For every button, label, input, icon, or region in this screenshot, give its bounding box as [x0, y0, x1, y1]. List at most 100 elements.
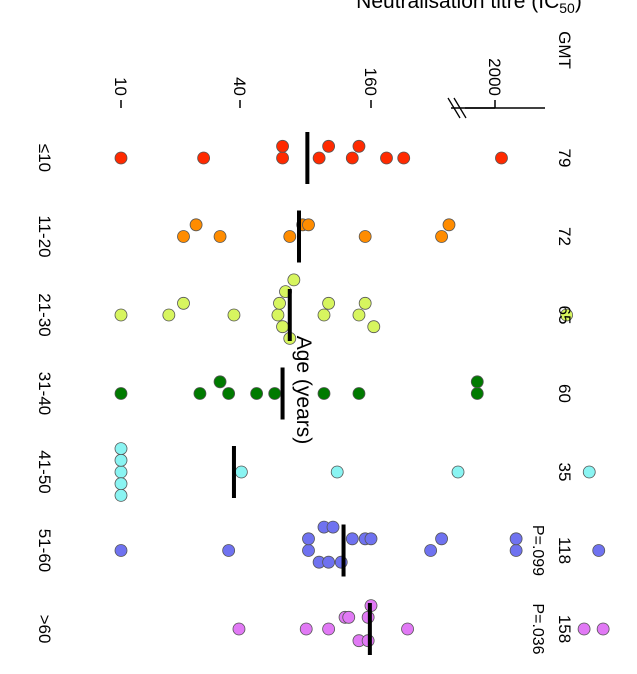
gmt-label: 79	[555, 149, 574, 168]
data-point	[302, 544, 315, 557]
data-point	[271, 308, 285, 322]
data-point	[287, 273, 301, 287]
data-point	[213, 230, 227, 243]
data-point	[114, 453, 128, 467]
data-point	[367, 320, 381, 334]
data-point	[283, 230, 297, 243]
data-point	[234, 465, 248, 479]
data-point	[317, 387, 331, 400]
y-tick-label: 2000	[485, 58, 504, 96]
data-point	[435, 230, 448, 243]
data-point	[114, 465, 128, 479]
y-tick-label: 160	[361, 68, 380, 96]
data-point	[451, 465, 465, 479]
data-point	[114, 151, 128, 165]
data-point	[345, 151, 359, 165]
x-tick-label: 21-30	[35, 293, 54, 336]
x-tick-label: 41-50	[35, 450, 54, 493]
gmt-label: 118	[555, 537, 574, 564]
category-labels: ≤10 79 11-20 72 21-30 65 31-40 60 41-50 35 51-60 11…	[35, 144, 574, 655]
data-point	[302, 532, 315, 546]
data-point	[222, 544, 236, 557]
data-point	[177, 230, 190, 243]
gmt-label: 65	[555, 306, 574, 325]
data-point	[401, 622, 414, 636]
axis-break-mark	[453, 97, 467, 119]
data-point	[358, 230, 372, 243]
data-point	[193, 387, 207, 400]
data-point	[345, 532, 359, 546]
data-point	[162, 308, 176, 322]
data-point	[326, 520, 340, 534]
data-point	[470, 387, 484, 400]
data-point	[577, 622, 591, 636]
data-point	[358, 296, 372, 310]
gmt-label: 35	[555, 463, 574, 482]
data-point	[276, 320, 289, 334]
data-point	[114, 488, 128, 502]
gmt-label: 60	[555, 384, 574, 403]
data-point	[273, 296, 286, 310]
data-point	[268, 387, 282, 400]
y-axis-label: Neutralisation titre (IC50)	[356, 0, 582, 16]
data-point	[435, 532, 448, 546]
data-point	[596, 622, 610, 636]
y-tick-label: 10	[111, 77, 130, 96]
x-axis-label: Age (years)	[292, 336, 315, 445]
data-point	[509, 532, 523, 546]
data-point	[213, 375, 227, 389]
data-point	[560, 308, 573, 322]
data-point	[250, 387, 264, 400]
p-value-annotation: P=.036	[529, 603, 546, 654]
data-point	[342, 610, 356, 624]
gmt-header: GMT	[555, 31, 574, 69]
data-point	[582, 465, 596, 479]
data-point	[352, 387, 366, 400]
data-point	[352, 139, 366, 153]
data-point	[232, 622, 246, 636]
data-point	[330, 465, 344, 479]
gmt-label: 72	[555, 227, 574, 246]
data-marks	[114, 132, 610, 655]
data-point	[114, 544, 128, 557]
data-point	[380, 151, 393, 165]
data-point	[114, 308, 128, 322]
data-point	[322, 555, 336, 569]
data-point	[299, 622, 313, 636]
data-point	[197, 151, 211, 165]
data-point	[317, 308, 331, 322]
data-point	[114, 442, 128, 456]
data-point	[276, 139, 289, 153]
data-point	[114, 477, 128, 491]
axes: 10 40 160 2000	[111, 58, 545, 119]
x-tick-label: 51-60	[35, 529, 54, 572]
data-point	[302, 218, 315, 232]
data-point	[322, 139, 336, 153]
axis-break-mark	[447, 97, 461, 119]
x-tick-label: 31-40	[35, 372, 54, 415]
x-tick-label: >60	[35, 615, 54, 644]
gmt-label: 158	[555, 615, 574, 643]
data-point	[312, 151, 326, 165]
data-point	[222, 387, 236, 400]
data-point	[227, 308, 241, 322]
data-point	[322, 296, 336, 310]
data-point	[592, 544, 606, 557]
data-point	[442, 218, 456, 232]
data-point	[364, 532, 378, 546]
panel-label: B	[634, 8, 637, 25]
p-value-annotation: P=.099	[529, 525, 546, 576]
y-tick-label: 40	[230, 77, 249, 96]
x-tick-label: 11-20	[35, 215, 54, 257]
data-point	[509, 544, 523, 557]
data-point	[352, 308, 366, 322]
data-point	[177, 296, 190, 310]
data-point	[397, 151, 411, 165]
x-tick-label: ≤10	[35, 144, 54, 172]
data-point	[114, 387, 128, 400]
data-point	[322, 622, 336, 636]
data-point	[424, 544, 438, 557]
data-point	[495, 151, 508, 165]
data-point	[189, 218, 203, 232]
